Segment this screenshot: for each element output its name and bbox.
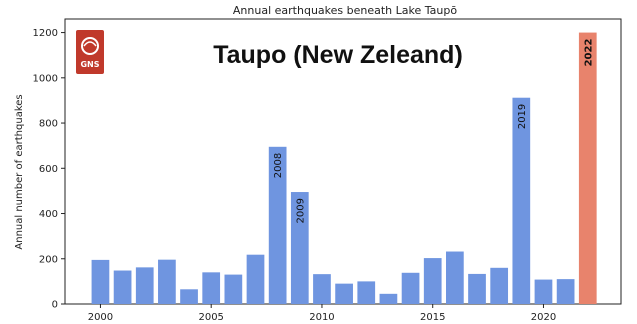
y-tick-label: 0: [52, 300, 58, 311]
y-tick-label: 200: [39, 254, 58, 265]
bar-2012: [357, 281, 376, 304]
y-tick-label: 1200: [33, 28, 58, 39]
bar-2000: [91, 259, 110, 304]
bar-2008: [268, 146, 287, 304]
overlay-title: Taupo (New Zeleand): [213, 41, 463, 69]
bar-label-2019: 2019: [517, 104, 528, 129]
bar-2020: [534, 279, 553, 304]
chart-title: Annual earthquakes beneath Lake Taupō: [233, 4, 457, 17]
bar-2016: [446, 251, 464, 304]
gns-logo: GNS: [76, 30, 104, 74]
bar-2017: [468, 273, 486, 304]
bar-2018: [490, 267, 509, 304]
y-axis-label: Annual number of earthquakes: [14, 94, 25, 249]
bar-2002: [135, 267, 154, 304]
bar-labels-group: 2008 2009 2019 2022: [273, 39, 594, 224]
bar-2007: [246, 254, 265, 304]
bar-2006: [224, 274, 243, 304]
x-tick-label: 2015: [420, 312, 445, 323]
bar-2015: [423, 258, 442, 304]
bar-2010: [313, 274, 331, 304]
bar-2001: [113, 270, 132, 304]
bar-2014: [401, 272, 420, 304]
bar-2021: [556, 279, 575, 304]
x-tick-label: 2000: [88, 312, 113, 323]
bars-group: [91, 32, 597, 304]
bar-2005: [202, 272, 221, 304]
bar-label-2008: 2008: [273, 153, 284, 178]
y-axis-ticks: 0 200 400 600 800 1000 1200: [33, 28, 65, 311]
bar-2003: [158, 259, 176, 304]
bar-label-2022: 2022: [583, 39, 594, 67]
bar-2004: [180, 289, 198, 304]
y-tick-label: 800: [39, 119, 58, 130]
y-tick-label: 600: [39, 164, 58, 175]
x-axis-ticks: 2000 2005 2010 2015 2020: [88, 304, 556, 323]
x-tick-label: 2005: [198, 312, 223, 323]
bar-2011: [335, 283, 353, 304]
bar-label-2009: 2009: [295, 198, 306, 223]
bar-2009: [290, 192, 309, 304]
y-tick-label: 1000: [33, 73, 58, 84]
bar-2013: [379, 293, 398, 304]
bar-2022: [578, 32, 597, 304]
logo-swirl-icon: [81, 37, 99, 55]
y-tick-label: 400: [39, 209, 58, 220]
logo-text: GNS: [80, 60, 99, 69]
x-tick-label: 2010: [309, 312, 334, 323]
bar-2019: [512, 97, 531, 304]
x-tick-label: 2020: [531, 312, 556, 323]
